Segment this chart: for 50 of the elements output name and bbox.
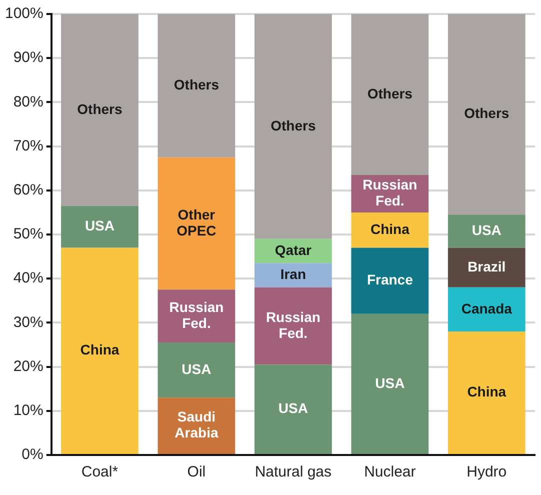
- data-label: USA: [375, 374, 405, 391]
- y-tick-label: 90%: [13, 49, 44, 66]
- data-label: Others: [367, 85, 413, 102]
- bar: [254, 263, 332, 288]
- data-label: China: [467, 384, 506, 400]
- x-tick-label: Hydro: [466, 464, 507, 481]
- data-label: Iran: [280, 266, 306, 282]
- data-label: Russian Fed.: [266, 308, 320, 341]
- x-tick-label: Oil: [187, 464, 206, 481]
- bar: [351, 14, 429, 175]
- data-label: Russian Fed.: [362, 176, 418, 209]
- bar: [448, 248, 526, 288]
- data-label: USA: [182, 360, 212, 377]
- bar: [158, 157, 236, 290]
- x-tick-label: Nuclear: [364, 464, 416, 481]
- y-tick-label: 30%: [13, 314, 44, 331]
- data-label: Other OPEC: [176, 206, 216, 238]
- y-tick-label: 100%: [4, 5, 44, 22]
- bar: [448, 14, 526, 215]
- data-label: Qatar: [274, 242, 312, 258]
- y-tick-label: 70%: [13, 137, 44, 154]
- data-label: Brazil: [468, 258, 506, 274]
- data-label: USA: [84, 218, 115, 234]
- data-label: China: [80, 342, 120, 358]
- data-label: Others: [174, 76, 220, 93]
- data-label: France: [366, 272, 414, 288]
- y-tick-label: 40%: [13, 270, 44, 287]
- bar: [448, 287, 526, 332]
- data-label: Others: [464, 105, 510, 122]
- data-label: USA: [472, 222, 502, 238]
- data-label: China: [370, 220, 410, 237]
- data-label: Others: [270, 117, 316, 134]
- x-tick-label: Coal*: [81, 464, 118, 481]
- bar: [254, 14, 332, 239]
- bar: [61, 206, 138, 248]
- y-tick-label: 10%: [13, 402, 44, 420]
- x-tick-label: Natural gas: [254, 464, 332, 481]
- data-label: Saudi Arabia: [174, 408, 218, 441]
- bar: [351, 248, 429, 314]
- data-label: USA: [278, 400, 308, 416]
- y-tick-label: 60%: [13, 182, 44, 199]
- bar: [158, 342, 236, 398]
- y-tick-label: 0%: [22, 446, 44, 464]
- y-tick-label: 20%: [13, 358, 44, 375]
- bar: [158, 14, 236, 158]
- y-tick-label: 80%: [13, 93, 44, 110]
- data-label: Russian Fed.: [169, 298, 224, 331]
- data-label: Canada: [461, 300, 512, 316]
- y-tick-label: 50%: [13, 226, 44, 243]
- data-label: Others: [77, 100, 123, 117]
